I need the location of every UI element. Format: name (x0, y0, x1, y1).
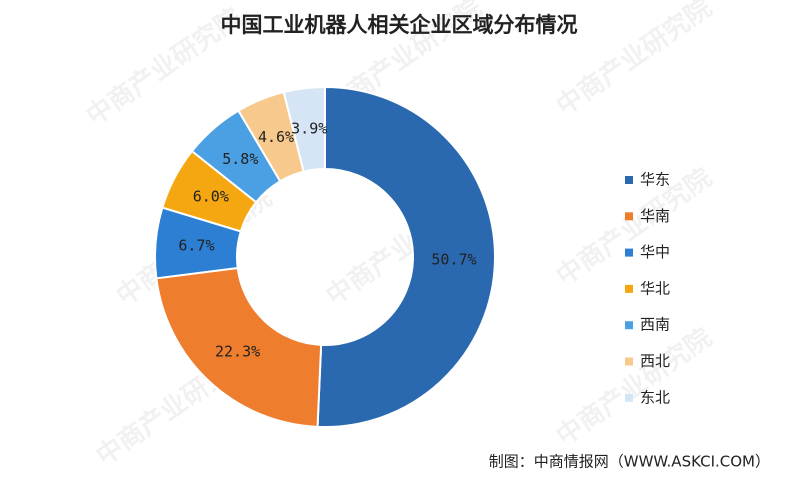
legend-swatch (625, 212, 633, 221)
donut-slice (155, 266, 323, 428)
data-label: 50.7% (431, 250, 476, 268)
legend-swatch (625, 321, 633, 330)
donut-slice (282, 85, 326, 173)
legend-swatch (625, 284, 633, 293)
legend-label: 东北 (640, 388, 670, 406)
legend-label: 西南 (640, 316, 670, 334)
legend-swatch (625, 248, 633, 257)
legend-label: 华北 (640, 279, 670, 297)
data-label: 5.8% (222, 150, 258, 168)
legend-label: 华南 (640, 207, 670, 225)
legend-swatch (625, 176, 633, 184)
donut-slice (316, 85, 496, 428)
watermark: 中商产业研究院 (551, 322, 718, 452)
legend-swatch (625, 357, 633, 366)
legend-label: 华东 (640, 171, 670, 189)
data-label: 3.9% (291, 119, 327, 137)
data-label: 22.3% (215, 342, 260, 360)
chart-title: 中国工业机器人相关企业区域分布情况 (221, 13, 578, 37)
data-label: 6.0% (193, 187, 229, 205)
legend-label: 西北 (640, 352, 670, 370)
legend-label: 华中 (640, 243, 670, 261)
data-label: 6.7% (178, 237, 214, 255)
source-note: 制图：中商情报网（WWW.ASKCI.COM） (489, 453, 770, 471)
legend-swatch (625, 393, 633, 402)
data-label: 4.6% (258, 128, 294, 146)
watermark: 中商产业研究院 (551, 162, 718, 292)
